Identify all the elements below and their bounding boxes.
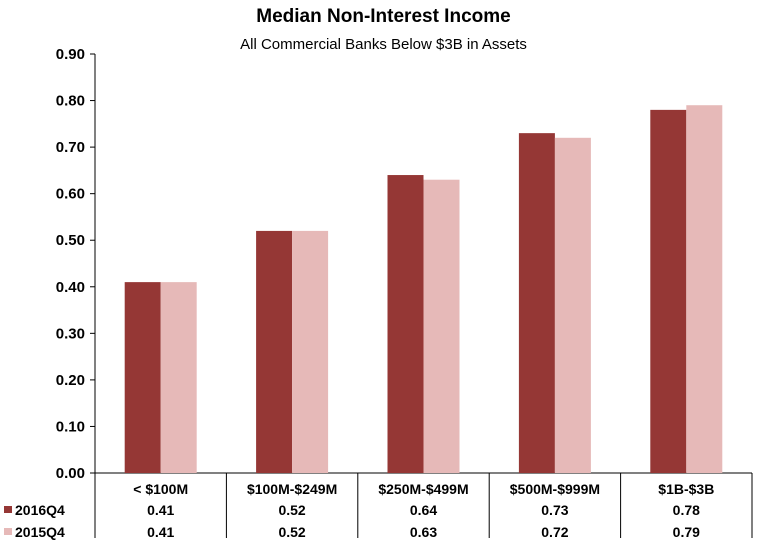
bar-2016q4 bbox=[518, 133, 555, 473]
legend-label: 2016Q4 bbox=[15, 502, 65, 518]
x-tick-label: $1B-$3B bbox=[658, 481, 714, 497]
data-table-cell: 0.73 bbox=[541, 502, 568, 518]
x-tick-label: < $100M bbox=[133, 481, 188, 497]
data-table-cell: 0.41 bbox=[147, 524, 174, 540]
data-table-cell: 0.63 bbox=[410, 524, 437, 540]
y-tick-label: 0.40 bbox=[56, 279, 85, 296]
bar-2015q4 bbox=[686, 105, 723, 473]
chart-title: Median Non-Interest Income bbox=[256, 6, 511, 27]
chart-subtitle: All Commercial Banks Below $3B in Assets bbox=[240, 36, 527, 53]
x-tick-label: $500M-$999M bbox=[510, 481, 600, 497]
y-tick-label: 0.20 bbox=[56, 372, 85, 389]
data-table-cell: 0.78 bbox=[673, 502, 700, 518]
bar-2015q4 bbox=[160, 282, 197, 473]
y-tick-label: 0.30 bbox=[56, 325, 85, 342]
data-table-cell: 0.52 bbox=[278, 502, 305, 518]
y-tick-label: 0.70 bbox=[56, 139, 85, 156]
bar-2016q4 bbox=[387, 175, 424, 474]
y-tick-label: 0.00 bbox=[56, 465, 85, 482]
bar-2016q4 bbox=[124, 282, 161, 473]
bar-2015q4 bbox=[423, 179, 460, 473]
data-table-cell: 0.41 bbox=[147, 502, 174, 518]
bar-2016q4 bbox=[650, 109, 687, 473]
y-tick-label: 0.50 bbox=[56, 232, 85, 249]
legend-key-2016q4 bbox=[4, 506, 12, 513]
y-tick-label: 0.10 bbox=[56, 418, 85, 435]
data-table-cell: 0.52 bbox=[278, 524, 305, 540]
data-table-cell: 0.79 bbox=[673, 524, 700, 540]
x-tick-label: $250M-$499M bbox=[378, 481, 468, 497]
bar-2015q4 bbox=[554, 137, 591, 474]
bar-2016q4 bbox=[256, 230, 293, 473]
data-table-cell: 0.72 bbox=[541, 524, 568, 540]
x-tick-label: $100M-$249M bbox=[247, 481, 337, 497]
y-tick-label: 0.90 bbox=[56, 46, 85, 63]
legend-key-2015q4 bbox=[4, 528, 12, 535]
legend-label: 2015Q4 bbox=[15, 524, 65, 540]
y-tick-label: 0.80 bbox=[56, 93, 85, 110]
bar-2015q4 bbox=[292, 230, 329, 473]
data-table-cell: 0.64 bbox=[410, 502, 437, 518]
y-tick-label: 0.60 bbox=[56, 186, 85, 203]
